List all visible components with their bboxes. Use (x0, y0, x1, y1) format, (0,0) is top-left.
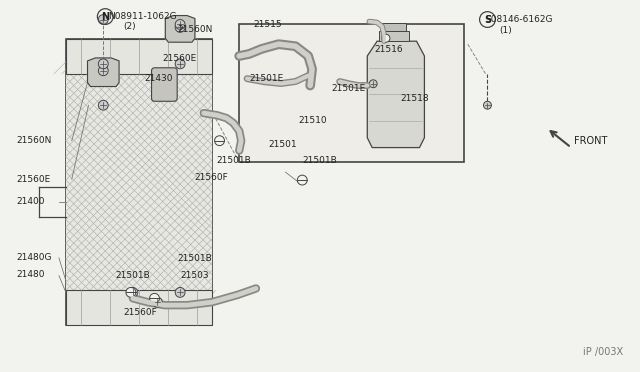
Circle shape (99, 100, 108, 110)
Bar (66, 291, 212, 325)
Text: 21501B: 21501B (216, 156, 252, 165)
Text: 21515: 21515 (253, 20, 282, 29)
Text: 21400: 21400 (17, 197, 45, 206)
Circle shape (382, 34, 390, 42)
Bar (66, 39, 212, 325)
Circle shape (298, 175, 307, 185)
Text: 21480G: 21480G (17, 253, 52, 262)
Text: FRONT: FRONT (574, 136, 607, 146)
Text: (2): (2) (123, 22, 136, 31)
Text: N08911-1062G: N08911-1062G (108, 12, 177, 21)
Circle shape (369, 80, 377, 88)
Circle shape (99, 66, 108, 76)
Text: 21510: 21510 (298, 116, 327, 125)
Text: 21503: 21503 (180, 271, 209, 280)
Bar (66, 74, 212, 291)
Text: 21518: 21518 (401, 94, 429, 103)
Text: iP /003X: iP /003X (583, 347, 623, 357)
Text: 21560E: 21560E (17, 174, 51, 184)
Text: 21430: 21430 (145, 74, 173, 83)
Text: 21501B: 21501B (115, 271, 150, 280)
Text: 21560N: 21560N (177, 25, 212, 34)
Circle shape (484, 101, 492, 109)
Circle shape (99, 59, 108, 69)
Text: 21501B: 21501B (302, 156, 337, 165)
Text: (1): (1) (499, 26, 512, 35)
Bar (239, 25, 464, 162)
Circle shape (214, 136, 225, 145)
Text: 21560E: 21560E (163, 54, 196, 64)
Text: 21480: 21480 (17, 270, 45, 279)
Text: 21501: 21501 (269, 140, 298, 149)
Circle shape (128, 288, 138, 297)
Text: 21516: 21516 (374, 45, 403, 54)
FancyBboxPatch shape (152, 68, 177, 101)
Text: 21560F: 21560F (194, 173, 228, 182)
Polygon shape (367, 41, 424, 148)
Text: 21560F: 21560F (123, 308, 157, 317)
Text: 21501E: 21501E (249, 74, 284, 83)
Circle shape (175, 59, 185, 69)
Circle shape (99, 15, 108, 25)
Polygon shape (165, 16, 195, 42)
Circle shape (175, 288, 185, 297)
Circle shape (175, 22, 185, 32)
Circle shape (175, 19, 185, 29)
Circle shape (152, 297, 163, 307)
Circle shape (126, 288, 136, 297)
Text: 21501E: 21501E (332, 84, 366, 93)
Circle shape (150, 294, 159, 303)
Polygon shape (88, 58, 119, 87)
Bar (66, 39, 212, 74)
Bar (379, 31, 409, 41)
Bar (382, 23, 406, 31)
Text: S08146-6162G: S08146-6162G (486, 15, 553, 24)
Text: N: N (101, 12, 109, 22)
Text: S: S (484, 15, 491, 25)
Text: 21560N: 21560N (17, 136, 52, 145)
Text: 21501B: 21501B (177, 254, 212, 263)
